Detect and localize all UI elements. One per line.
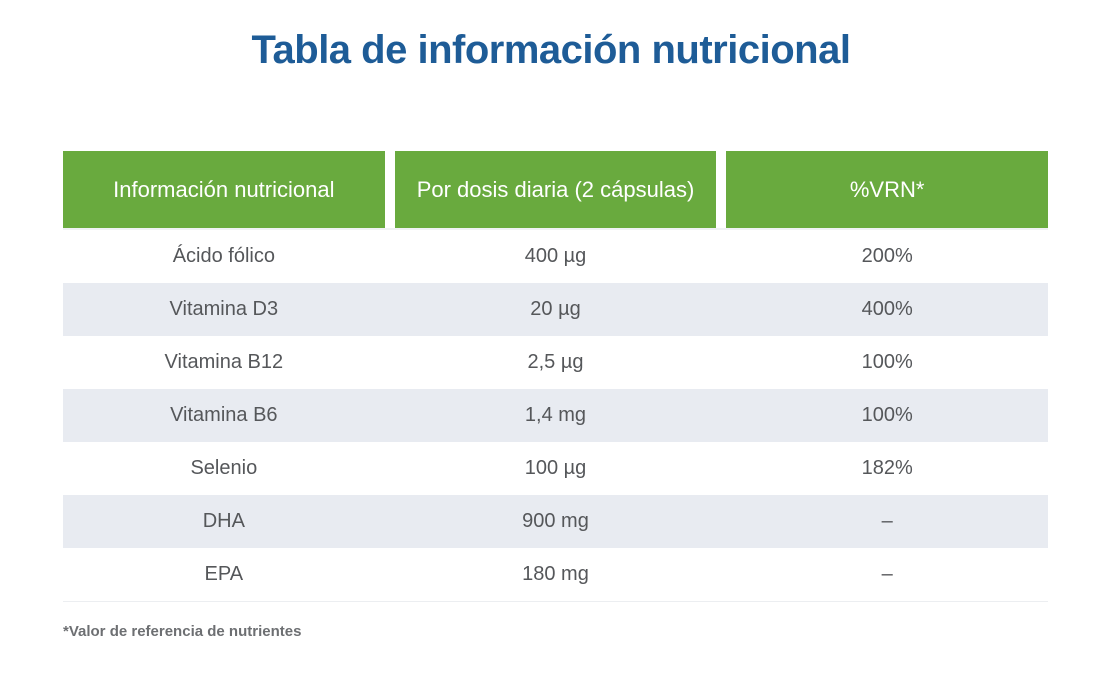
- cell-vrn: 400%: [861, 298, 913, 320]
- cell-vrn: 200%: [861, 245, 913, 267]
- table-header-row: Información nutricional Por dosis diaria…: [63, 151, 1048, 228]
- cell-name: Vitamina B12: [164, 351, 284, 373]
- cell-name: Selenio: [190, 457, 258, 479]
- table-row: Selenio 100 µg 182%: [63, 442, 1048, 495]
- table-header-vrn: %VRN*: [726, 151, 1048, 228]
- table-body: Ácido fólico 400 µg 200% Vitamina D3 20 µg 40…: [63, 230, 1048, 602]
- cell-dose: 20 µg: [530, 298, 581, 320]
- cell-vrn: 100%: [861, 404, 913, 426]
- table-row: Ácido fólico 400 µg 200%: [63, 230, 1048, 283]
- cell-dose: 400 µg: [524, 245, 587, 267]
- cell-vrn: 182%: [861, 457, 913, 479]
- footnote: *Valor de referencia de nutrientes: [63, 623, 302, 640]
- cell-vrn: –: [881, 563, 893, 585]
- cell-dose: 2,5 µg: [527, 351, 584, 373]
- table-header-info: Información nutricional: [63, 151, 385, 228]
- cell-name: DHA: [202, 510, 245, 532]
- page: Tabla de información nutricional Informa…: [0, 28, 1102, 676]
- nutrition-table: Información nutricional Por dosis diaria…: [63, 151, 1048, 602]
- cell-dose: 1,4 mg: [524, 404, 587, 426]
- table-row: EPA 180 mg –: [63, 548, 1048, 601]
- cell-name: EPA: [204, 563, 244, 585]
- cell-vrn: 100%: [861, 351, 913, 373]
- table-row: Vitamina D3 20 µg 400%: [63, 283, 1048, 336]
- cell-dose: 100 µg: [524, 457, 587, 479]
- table-row: DHA 900 mg –: [63, 495, 1048, 548]
- cell-name: Vitamina B6: [170, 404, 278, 426]
- cell-dose: 180 mg: [522, 563, 589, 585]
- cell-dose: 900 mg: [522, 510, 589, 532]
- cell-name: Vitamina D3: [169, 298, 279, 320]
- table-row: Vitamina B12 2,5 µg 100%: [63, 336, 1048, 389]
- table-row: Vitamina B6 1,4 mg 100%: [63, 389, 1048, 442]
- cell-vrn: –: [881, 510, 893, 532]
- table-header-dose: Por dosis diaria (2 cápsulas): [394, 151, 717, 228]
- cell-name: Ácido fólico: [172, 245, 275, 267]
- page-title: Tabla de información nutricional: [251, 28, 851, 72]
